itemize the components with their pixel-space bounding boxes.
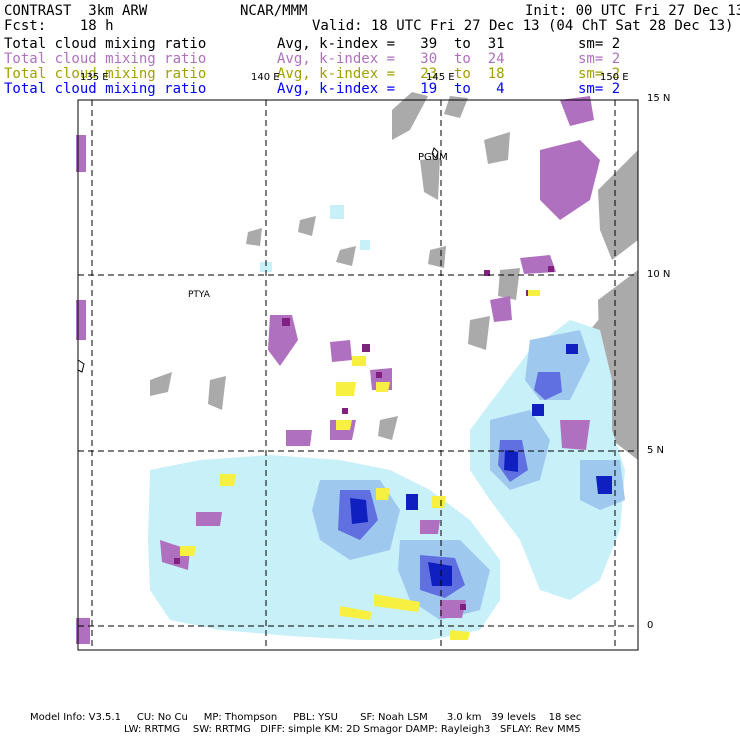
- legend-sm-2: sm= 2: [578, 51, 621, 67]
- legend-sm-1: sm= 2: [578, 36, 621, 52]
- legend-label-1: Total cloud mixing ratio: [4, 36, 207, 52]
- gray-cloud-layer: [150, 92, 638, 460]
- legend-stat-1: Avg, k-index = 39 to 31: [277, 36, 505, 52]
- footer-physics-info: LW: RRTMG SW: RRTMG DIFF: simple KM: 2D …: [124, 724, 581, 735]
- island-outlines: [77, 147, 439, 373]
- lat-lon-grid: [78, 100, 638, 650]
- map-frame: [77, 99, 639, 651]
- lon-label-140: 140 E: [251, 72, 280, 83]
- lon-label-145: 145 E: [426, 72, 455, 83]
- init-time: Init: 00 UTC Fri 27 Dec 13: [525, 3, 740, 19]
- place-label-pgum: PGUM: [418, 152, 448, 163]
- deep-cloud-layer: [148, 320, 625, 640]
- yellow-cloud-layer: [180, 290, 540, 640]
- lat-label-15n: 15 N: [647, 93, 671, 104]
- model-title: CONTRAST 3km ARW: [4, 3, 148, 19]
- footer-model-info: Model Info: V3.5.1 CU: No Cu MP: Thompso…: [30, 712, 582, 723]
- legend-label-2: Total cloud mixing ratio: [4, 51, 207, 67]
- organization: NCAR/MMM: [240, 3, 308, 19]
- lon-label-135: 135 E: [80, 72, 109, 83]
- place-label-ptya: PTYA: [188, 290, 210, 300]
- legend-stat-2: Avg, k-index = 30 to 24: [277, 51, 505, 67]
- legend-stat-4: Avg, k-index = 19 to 4: [277, 81, 505, 97]
- legend-label-3: Total cloud mixing ratio: [4, 66, 207, 82]
- lat-label-5n: 5 N: [647, 445, 665, 456]
- lon-label-150: 150 E: [600, 72, 629, 83]
- light-cloud-patches: [260, 205, 370, 272]
- lat-label-10n: 10 N: [647, 269, 671, 280]
- legend-sm-4: sm= 2: [578, 81, 621, 97]
- valid-time: Valid: 18 UTC Fri 27 Dec 13 (04 ChT Sat …: [312, 18, 734, 34]
- lat-label-0: 0: [647, 620, 654, 631]
- legend-label-4: Total cloud mixing ratio: [4, 81, 207, 97]
- legend-sm-3: sm= 2: [578, 66, 621, 82]
- forecast-hour: Fcst: 18 h: [4, 18, 114, 34]
- legend-stat-3: Avg, k-index = 23 to 18: [277, 66, 505, 82]
